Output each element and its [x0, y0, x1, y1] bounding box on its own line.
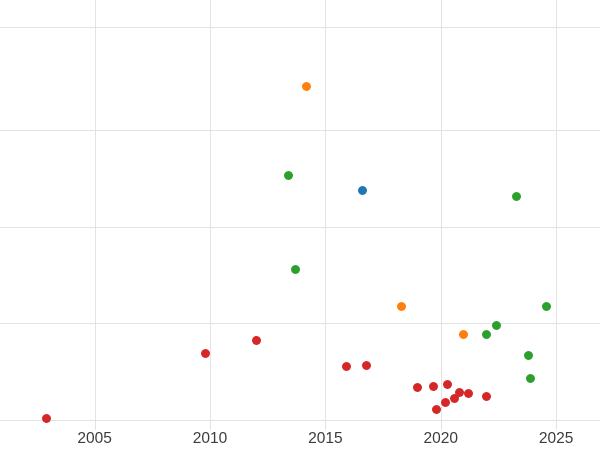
plot-area — [0, 0, 600, 430]
x-tick-label: 2025 — [538, 430, 574, 447]
x-tick-label: 2010 — [192, 430, 228, 447]
scatter-point-orange — [397, 301, 407, 311]
gridline-horizontal — [0, 129, 600, 131]
gridline-horizontal — [0, 27, 600, 29]
scatter-point-red — [431, 405, 441, 415]
scatter-point-red — [362, 361, 372, 371]
scatter-point-red — [482, 392, 492, 402]
gridline-vertical — [325, 0, 327, 430]
scatter-point-green — [526, 374, 536, 384]
scatter-point-red — [429, 381, 439, 391]
scatter-point-green — [283, 171, 293, 181]
gridline-horizontal — [0, 420, 600, 422]
gridline-horizontal — [0, 322, 600, 324]
x-tick-label: 2020 — [423, 430, 459, 447]
scatter-point-green — [523, 350, 533, 360]
gridline-vertical — [210, 0, 211, 430]
gridline-vertical — [440, 0, 442, 430]
scatter-point-green — [512, 191, 522, 201]
scatter-point-green — [542, 301, 552, 311]
scatter-point-red — [341, 362, 351, 372]
x-tick-label: 2005 — [77, 430, 112, 447]
gridline-vertical — [94, 0, 96, 430]
gridline-horizontal — [0, 227, 600, 229]
scatter-point-red — [450, 393, 460, 403]
scatter-point-green — [491, 320, 501, 330]
scatter-point-orange — [459, 329, 469, 339]
scatter-point-green — [482, 329, 492, 339]
scatter-point-orange — [302, 81, 312, 91]
scatter-point-red — [454, 387, 464, 397]
gridline-vertical — [556, 0, 558, 430]
scatter-point-red — [251, 336, 261, 346]
scatter-point-green — [290, 264, 300, 274]
scatter-point-blue — [357, 185, 367, 195]
scatter-point-red — [41, 414, 51, 424]
scatter-point-red — [443, 380, 453, 390]
scatter-point-red — [413, 383, 423, 393]
x-axis: 2005 2010 2015 2020 2025 — [0, 428, 600, 450]
x-tick-label: 2015 — [308, 430, 343, 447]
scatter-point-red — [200, 349, 210, 359]
scatter-point-red — [463, 389, 473, 399]
scatter-point-red — [440, 397, 450, 407]
